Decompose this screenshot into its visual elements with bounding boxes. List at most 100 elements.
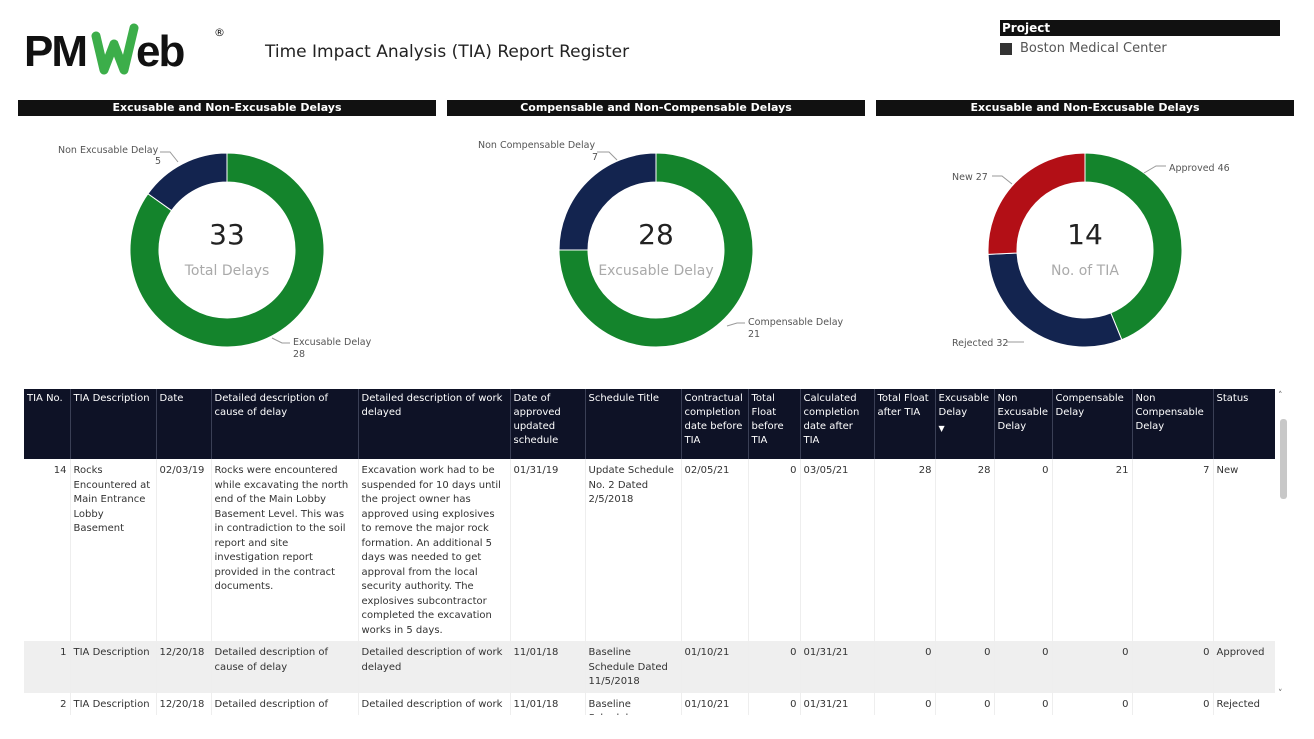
table-row[interactable]: 1 TIA Description 12/20/18 Detailed descrip… xyxy=(24,641,1275,693)
table-row[interactable]: 2 TIA Description 12/20/18 Detailed descrip… xyxy=(24,692,1275,715)
table-cell: 02/05/21 xyxy=(681,459,749,641)
column-header-label: Schedule Title xyxy=(588,393,660,404)
column-header-label: Detailed description of work delayed xyxy=(361,393,503,418)
column-header-label: TIA No. xyxy=(27,393,63,404)
table-cell: Update Schedule No. 2 Dated 2/5/2018 xyxy=(585,459,682,641)
slice-value: 5 xyxy=(155,156,161,167)
table-cell: Detailed description of xyxy=(211,692,359,715)
donut-center-label: Excusable Delay xyxy=(598,263,713,279)
column-header-label: Non Compensable Delay xyxy=(1135,393,1204,432)
table-cell: 1 xyxy=(24,641,71,693)
table-cell: Detailed description of work xyxy=(358,692,511,715)
donut-center-value: 33 xyxy=(209,218,245,251)
table-cell: 11/01/18 xyxy=(510,641,586,693)
table-cell: 01/10/21 xyxy=(681,641,749,693)
column-header[interactable]: Total Float after TIA xyxy=(874,389,936,459)
table-cell: 14 xyxy=(24,459,71,641)
column-header-label: Date of approved updated schedule xyxy=(513,393,561,446)
table-cell: 28 xyxy=(935,459,995,641)
donut-svg-1: 28 Excusable Delay Non Compensable Delay… xyxy=(478,140,844,348)
donut-slice[interactable] xyxy=(147,152,228,212)
project-option[interactable]: Boston Medical Center xyxy=(1000,41,1280,56)
column-header-label: Status xyxy=(1216,393,1249,404)
table-cell: Detailed description of work delayed xyxy=(358,641,511,693)
column-header[interactable]: Contractual completion date before TIA xyxy=(681,389,749,459)
column-header-label: Non Excusable Delay xyxy=(997,393,1049,432)
donut-center-value: 28 xyxy=(638,218,674,251)
column-header[interactable]: Non Compensable Delay xyxy=(1132,389,1214,459)
table-cell: Excavation work had to be suspended for … xyxy=(358,459,511,641)
table-cell: 02/03/19 xyxy=(156,459,212,641)
donut-slices[interactable] xyxy=(129,152,325,348)
donut-title: Excusable and Non-Excusable Delays xyxy=(18,100,436,116)
table-cell: 01/10/21 xyxy=(681,692,749,715)
donut-slices[interactable] xyxy=(987,152,1183,348)
slice-value: 21 xyxy=(748,329,760,340)
column-header[interactable]: Status xyxy=(1213,389,1275,459)
donut-slice[interactable] xyxy=(987,152,1086,255)
column-header[interactable]: Excusable Delay ▼ xyxy=(935,389,995,459)
logo-graphic: PM eb xyxy=(24,23,186,76)
donut-svg-2: 14 No. of TIA Approved 46 New 27 Rejecte… xyxy=(952,152,1230,349)
slice-value: 28 xyxy=(293,349,305,360)
table-cell: 0 xyxy=(748,692,801,715)
donut-chart-excusable[interactable]: Excusable and Non-Excusable Delays 33 To… xyxy=(18,100,436,370)
table-cell: 0 xyxy=(748,459,801,641)
column-header-label: Calculated completion date after TIA xyxy=(803,393,860,446)
donut-slice[interactable] xyxy=(558,152,754,348)
table-cell: Rocks were encountered while excavating … xyxy=(211,459,359,641)
leader-line xyxy=(597,151,618,161)
svg-text:PM: PM xyxy=(24,27,86,76)
sort-descending-icon[interactable]: ▼ xyxy=(938,424,945,433)
donut-chart-status[interactable]: Excusable and Non-Excusable Delays 14 No… xyxy=(876,100,1294,370)
column-header[interactable]: Compensable Delay xyxy=(1052,389,1133,459)
table-scrollbar[interactable]: ˄ ˅ xyxy=(1277,389,1289,715)
donut-slice[interactable] xyxy=(558,152,657,251)
table-cell: 7 xyxy=(1132,459,1214,641)
column-header[interactable]: Non Excusable Delay xyxy=(994,389,1053,459)
table-cell: 01/31/21 xyxy=(800,692,875,715)
donut-slice[interactable] xyxy=(1084,152,1183,341)
column-header[interactable]: Calculated completion date after TIA xyxy=(800,389,875,459)
column-header[interactable]: Detailed description of cause of delay xyxy=(211,389,359,459)
column-header[interactable]: TIA No. xyxy=(24,389,71,459)
donut-center-label: Total Delays xyxy=(184,263,270,279)
column-header-label: Detailed description of cause of delay xyxy=(214,393,329,418)
column-header[interactable]: Total Float before TIA xyxy=(748,389,801,459)
column-header[interactable]: Date of approved updated schedule xyxy=(510,389,586,459)
scroll-down-icon[interactable]: ˅ xyxy=(1278,689,1283,699)
donut-slices[interactable] xyxy=(558,152,754,348)
checkbox-icon[interactable] xyxy=(1000,42,1012,55)
donut-title: Compensable and Non-Compensable Delays xyxy=(447,100,865,116)
table-row[interactable]: 14 Rocks Encountered at Main Entrance Lob… xyxy=(24,459,1275,641)
column-header[interactable]: Date xyxy=(156,389,212,459)
donut-chart-compensable[interactable]: Compensable and Non-Compensable Delays 2… xyxy=(447,100,865,370)
column-header-label: Total Float after TIA xyxy=(877,393,929,418)
slice-label: Rejected 32 xyxy=(952,338,1008,349)
slice-label: Non Excusable Delay xyxy=(58,145,159,156)
slice-label: Non Compensable Delay xyxy=(478,140,595,151)
slice-value: 7 xyxy=(592,152,598,163)
column-header[interactable]: TIA Description xyxy=(70,389,157,459)
table-cell: 28 xyxy=(874,459,936,641)
table-cell: 12/20/18 xyxy=(156,692,212,715)
table-cell: 0 xyxy=(874,692,936,715)
slice-label: Approved 46 xyxy=(1169,163,1230,174)
column-header[interactable]: Schedule Title xyxy=(585,389,682,459)
table-cell: Baseline Schedule xyxy=(585,692,682,715)
leader-line xyxy=(726,322,745,327)
table-cell: 2 xyxy=(24,692,71,715)
project-slicer[interactable]: Project Boston Medical Center xyxy=(1000,20,1280,56)
scroll-up-icon[interactable]: ˄ xyxy=(1278,391,1283,401)
table-cell: Approved xyxy=(1213,641,1275,693)
table-cell: 0 xyxy=(935,641,995,693)
column-header[interactable]: Detailed description of work delayed xyxy=(358,389,511,459)
column-header-label: TIA Description xyxy=(73,393,150,404)
column-header-label: Contractual completion date before TIA xyxy=(684,393,743,446)
table-cell: 03/05/21 xyxy=(800,459,875,641)
table-cell: 12/20/18 xyxy=(156,641,212,693)
donut-slice[interactable] xyxy=(129,152,325,348)
column-header-label: Excusable Delay xyxy=(938,393,990,418)
tia-register-table[interactable]: TIA No. TIA Description Date Detailed descr… xyxy=(24,389,1275,715)
scroll-thumb[interactable] xyxy=(1280,419,1287,499)
